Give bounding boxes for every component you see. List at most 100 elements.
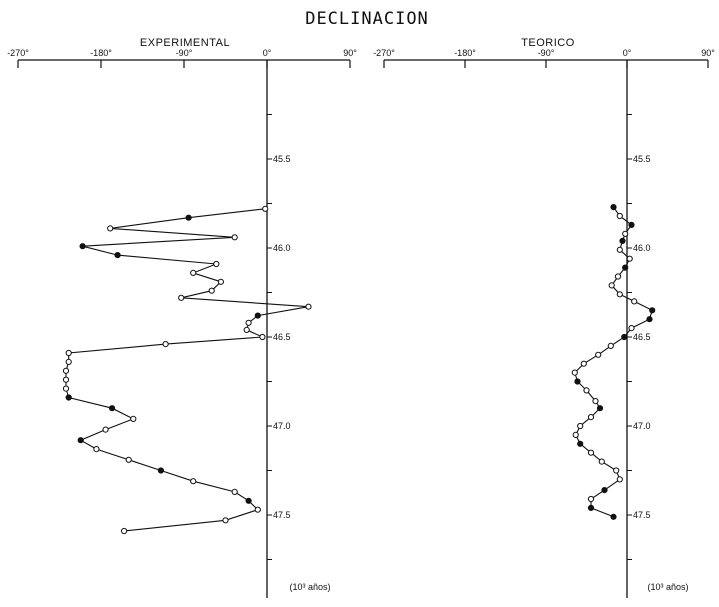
experimental-open-point [190, 478, 197, 485]
experimental-filled-point [65, 394, 72, 401]
teorico-open-point [613, 467, 620, 474]
experimental-y-tick-label: 46.5 [273, 332, 291, 342]
teorico-y-unit-label: (10³ años) [647, 582, 688, 592]
experimental-open-point [305, 303, 312, 310]
teorico-open-point [631, 298, 638, 305]
teorico-open-point [616, 476, 623, 483]
experimental-y-tick-label: 47.5 [273, 510, 291, 520]
teorico-open-point [622, 230, 629, 237]
teorico-y-tick-label: 47.0 [633, 421, 651, 431]
experimental-filled-point [109, 405, 116, 412]
experimental-open-point [107, 225, 114, 232]
teorico-open-point [616, 291, 623, 298]
experimental-open-point [222, 517, 229, 524]
teorico-y-tick-label: 47.5 [633, 510, 651, 520]
experimental-filled-point [157, 467, 164, 474]
figure-title: DECLINACION [305, 9, 429, 29]
teorico-open-point [598, 458, 605, 465]
teorico-open-point [626, 255, 633, 262]
experimental-open-point [65, 349, 72, 357]
teorico-open-point [616, 212, 623, 220]
experimental-y-unit-label: (10³ años) [289, 582, 330, 592]
experimental-filled-point [77, 437, 84, 444]
experimental-declination-line [65, 208, 309, 532]
teorico-open-point [616, 246, 623, 253]
experimental-open-point [245, 319, 252, 326]
teorico-y-tick-label: 46.0 [633, 243, 651, 253]
experimental-open-point [243, 326, 250, 333]
experimental-filled-point [245, 497, 252, 504]
experimental-y-tick-label: 46.0 [273, 243, 291, 253]
experimental-x-tick-label: -270° [7, 48, 29, 58]
experimental-open-point [231, 488, 238, 495]
teorico-filled-point [621, 333, 628, 341]
teorico-filled-point [619, 237, 626, 244]
experimental-filled-point [185, 214, 192, 221]
experimental-open-point [62, 385, 70, 392]
teorico-filled-point [610, 513, 617, 520]
experimental-open-point [231, 234, 238, 241]
experimental-open-point [208, 287, 215, 294]
experimental-x-tick-label: 90° [343, 48, 357, 58]
experimental-open-point [62, 376, 70, 383]
teorico-open-point [592, 398, 599, 405]
experimental-open-point [262, 205, 269, 212]
teorico-filled-point [649, 307, 656, 314]
experimental-open-point [62, 367, 70, 374]
teorico-panel-title: TEORICO [521, 37, 575, 49]
experimental-open-point [93, 446, 100, 453]
teorico-x-tick-label: -270° [373, 48, 395, 58]
teorico-x-tick-label: -180° [454, 48, 476, 58]
experimental-y-tick-label: 47.0 [273, 421, 291, 431]
teorico-x-tick-label: 0° [623, 48, 632, 58]
teorico-open-point [587, 449, 595, 456]
teorico-open-point [572, 431, 579, 438]
teorico-open-point [587, 414, 595, 421]
teorico-open-point [595, 351, 602, 358]
experimental-open-point [162, 341, 169, 348]
experimental-open-point [254, 506, 261, 513]
teorico-filled-point [577, 440, 584, 447]
teorico-filled-point [628, 221, 635, 228]
experimental-filled-point [79, 243, 86, 250]
teorico-open-point [628, 325, 635, 332]
experimental-x-tick-label: -180° [90, 48, 112, 58]
teorico-open-point [614, 273, 622, 280]
teorico-filled-point [646, 316, 653, 323]
experimental-x-tick-label: 0° [263, 48, 272, 58]
teorico-filled-point [574, 378, 581, 385]
experimental-y-tick-label: 45.5 [273, 154, 291, 164]
experimental-open-point [213, 260, 220, 268]
experimental-filled-point [114, 252, 121, 259]
teorico-open-point [608, 282, 615, 289]
experimental-open-point [178, 294, 185, 301]
experimental-open-point [190, 269, 197, 276]
teorico-open-point [571, 369, 578, 376]
teorico-open-point [583, 387, 590, 394]
experimental-open-point [65, 358, 72, 365]
teorico-open-point [577, 422, 584, 430]
experimental-open-point [259, 333, 266, 341]
experimental-panel: EXPERIMENTAL (10³ años) -270° -180° -90° 0°… [7, 37, 357, 598]
teorico-panel: TEORICO (10³ años) -270° -180° -90° 0° 90° 45… [373, 37, 715, 598]
teorico-filled-point [610, 204, 617, 211]
experimental-x-tick-label: -90° [176, 48, 193, 58]
experimental-open-point [130, 415, 137, 422]
teorico-y-tick-label: 46.5 [633, 332, 651, 342]
teorico-filled-point [622, 264, 629, 271]
teorico-x-tick-label: 90° [701, 48, 715, 58]
experimental-open-point [217, 278, 224, 285]
teorico-filled-point [587, 504, 595, 511]
experimental-open-point [102, 426, 109, 433]
teorico-filled-point [596, 405, 604, 412]
experimental-panel-title: EXPERIMENTAL [140, 37, 230, 49]
teorico-filled-point [601, 487, 608, 494]
experimental-filled-point [254, 312, 261, 319]
teorico-open-point [580, 360, 587, 367]
teorico-open-point [607, 342, 614, 349]
teorico-x-tick-label: -90° [538, 48, 555, 58]
teorico-y-tick-label: 45.5 [633, 154, 651, 164]
experimental-open-point [121, 527, 128, 535]
teorico-open-point [587, 495, 595, 503]
